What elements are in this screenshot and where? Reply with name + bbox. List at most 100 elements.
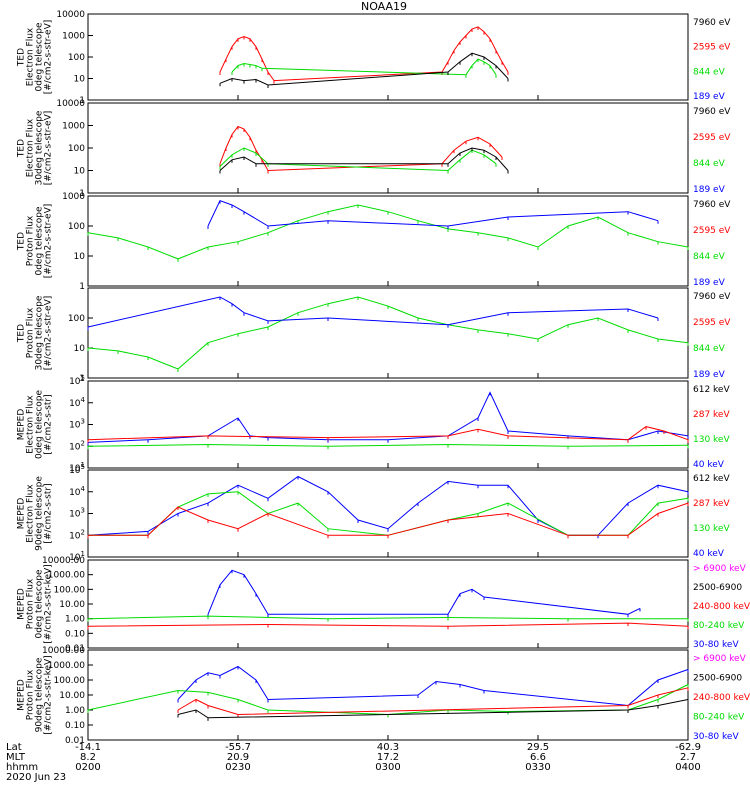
y-axis-label-line: [#/cm2-s-str-keV] <box>44 564 54 643</box>
y-tick-label: 102 <box>69 528 85 541</box>
series-line <box>178 700 688 718</box>
legend-entry: 844 eV <box>693 252 726 262</box>
y-axis-label: TEDProton Flux0deg telescope[#/cm2-s-str… <box>17 204 54 279</box>
legend-entry: > 6900 keV <box>693 654 747 664</box>
x-tick-time: 0300 <box>375 762 400 773</box>
y-tick-label: 0.10 <box>65 721 85 731</box>
y-tick-label: 1000 <box>62 122 85 132</box>
legend-entry: 612 keV <box>693 474 730 484</box>
y-tick-label: 103 <box>69 418 85 431</box>
y-tick-label: 10 <box>74 344 86 354</box>
series-line <box>208 570 640 614</box>
panel-3: 1000 100 10 1 TEDProton Flux0deg telescope[#… <box>17 192 732 292</box>
legend-entry: 844 eV <box>693 159 726 169</box>
legend-entry: 189 eV <box>693 92 726 102</box>
y-axis-label-line: [#/cm2-s-str-eV] <box>44 20 54 95</box>
panel-frame <box>88 288 688 378</box>
y-axis-label: MEPEDProton Flux0deg telescope[#/cm2-s-s… <box>17 564 54 643</box>
y-axis-label-line: [#/cm2-s-str] <box>44 483 54 543</box>
y-tick-label: 10000 <box>56 10 85 20</box>
panel-frame <box>88 560 688 648</box>
series-line <box>88 477 688 536</box>
legend-entry: 844 eV <box>693 67 726 77</box>
legend-entry: > 6900 keV <box>693 564 747 574</box>
y-tick-label: 1.00 <box>65 706 85 716</box>
y-tick-label: 100 <box>68 222 85 232</box>
legend-entry: 30-80 keV <box>693 732 739 742</box>
legend-entry: 130 keV <box>693 524 730 534</box>
legend-entry: 2595 eV <box>693 318 731 328</box>
panel-frame <box>88 103 688 193</box>
series-line <box>178 667 688 706</box>
y-tick-label: 102 <box>69 439 85 452</box>
legend-entry: 80-240 keV <box>693 713 745 723</box>
y-tick-label: 100 <box>68 314 85 324</box>
series-line <box>220 53 508 85</box>
series-line <box>232 59 496 75</box>
x-tick-time: 0400 <box>675 762 700 773</box>
y-tick-label: 0.10 <box>65 629 85 639</box>
y-tick-label: 10000 <box>56 99 85 109</box>
y-axis-label-line: [#/cm2-s-str-eV] <box>44 204 54 279</box>
y-axis-label: MEPEDProton Flux90deg telescope[#/cm2-s-… <box>17 655 54 734</box>
panel-frame <box>88 14 688 100</box>
legend-entry: 189 eV <box>693 185 726 195</box>
x-tick-time: 0230 <box>225 762 250 773</box>
y-axis-label-line: [#/cm2-s-str-eV] <box>44 111 54 186</box>
y-tick-label: 1000 <box>62 32 85 42</box>
y-tick-label: 100 <box>68 53 85 63</box>
series-line <box>88 392 688 442</box>
y-axis-label: TEDElectron Flux30deg telescope[#/cm2-s-… <box>17 110 54 185</box>
y-tick-label: 10.00 <box>59 600 85 610</box>
panel-7: 10000.001000.00100.0010.001.000.100.01ME… <box>17 556 750 654</box>
y-axis-label-line: [#/cm2-s-str] <box>44 394 54 454</box>
legend-entry: 2500-6900 <box>693 583 742 593</box>
legend-entry: 287 keV <box>693 499 730 509</box>
x-tick-time: 0330 <box>525 762 550 773</box>
y-tick-label: 100.00 <box>54 676 86 686</box>
legend-entry: 80-240 keV <box>693 621 745 631</box>
y-axis-label: MEPEDElectron Flux90deg telescope[#/cm2-… <box>17 476 54 551</box>
y-axis-label: MEPEDElectron Flux0deg telescope[#/cm2-s… <box>17 390 54 460</box>
y-tick-label: 10 <box>74 252 86 262</box>
y-axis-label-line: [#/cm2-s-str-keV] <box>44 655 54 734</box>
y-tick-label: 1 <box>79 282 85 292</box>
legend-entry: 7960 eV <box>693 107 731 117</box>
panel-8: 10000.001000.00100.0010.001.000.100.01ME… <box>17 646 750 746</box>
legend-entry: 189 eV <box>693 278 726 288</box>
legend-entry: 7960 eV <box>693 292 731 302</box>
legend-entry: 2595 eV <box>693 133 731 143</box>
y-tick-label: 1000 <box>62 192 85 202</box>
legend-entry: 130 keV <box>693 435 730 445</box>
series-line <box>208 201 658 226</box>
y-tick-label: 104 <box>69 485 85 498</box>
legend-entry: 240-800 keV <box>693 693 750 703</box>
legend-entry: 2595 eV <box>693 226 731 236</box>
y-tick-label: 10000.00 <box>42 646 85 656</box>
legend-entry: 612 keV <box>693 385 730 395</box>
legend-entry: 844 eV <box>693 344 726 354</box>
series-line <box>88 623 688 626</box>
x-axis-group: Lat MLT hhmm 2020 Jun 23 -14.18.20200-55… <box>6 742 701 783</box>
y-tick-label: 10.00 <box>59 691 85 701</box>
legend-entry: 189 eV <box>693 370 726 380</box>
legend-entry: 40 keV <box>693 549 725 559</box>
y-tick-label: 103 <box>69 507 85 520</box>
legend-entry: 40 keV <box>693 460 725 470</box>
y-tick-label: 105 <box>69 374 85 387</box>
date-label: 2020 Jun 23 <box>6 772 66 783</box>
legend-entry: 287 keV <box>693 410 730 420</box>
y-tick-label: 100.00 <box>54 585 86 595</box>
series-line <box>88 445 688 447</box>
x-tick-time: 0200 <box>75 762 100 773</box>
panel-frame <box>88 196 688 286</box>
legend-entry: 7960 eV <box>693 18 731 28</box>
panel-frame <box>88 650 688 740</box>
y-tick-label: 10 <box>74 75 86 85</box>
